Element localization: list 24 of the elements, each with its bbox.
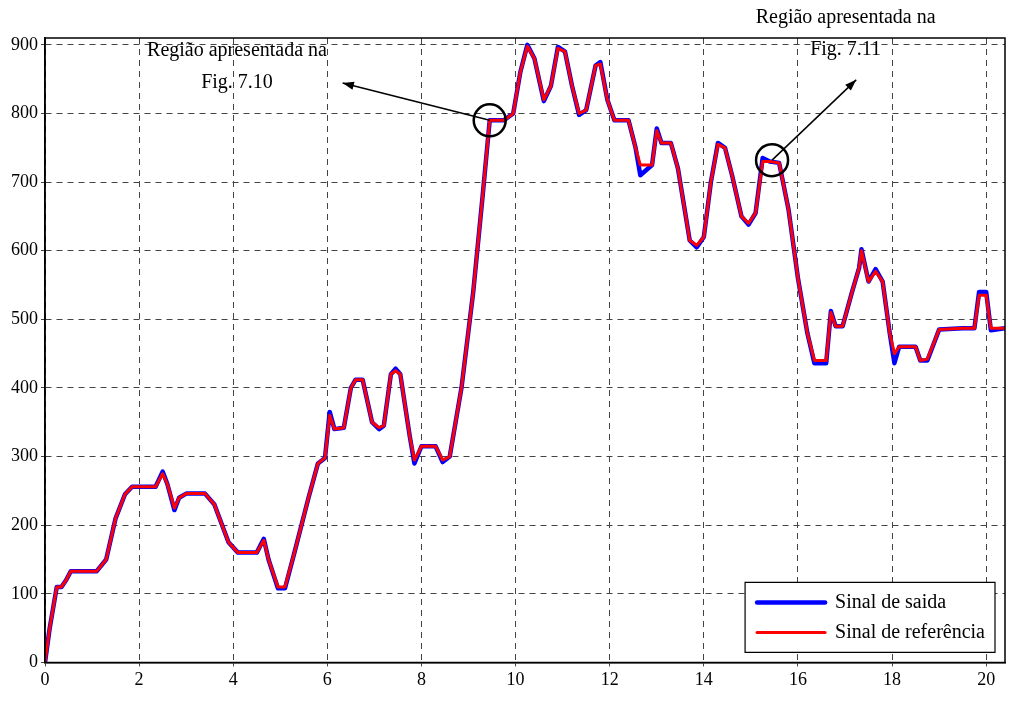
x-tick-label: 14 [694, 668, 713, 689]
x-tick-label: 12 [600, 668, 619, 689]
x-tick-label: 8 [416, 668, 426, 689]
x-tick-label: 18 [883, 668, 902, 689]
legend-label: Sinal de saida [835, 589, 947, 612]
y-tick-label: 300 [11, 445, 38, 466]
legend-label: Sinal de referência [835, 619, 986, 642]
y-tick-label: 600 [11, 239, 38, 260]
y-tick-label: 500 [11, 308, 38, 329]
x-tick-label: 2 [134, 668, 144, 689]
x-tick-label: 10 [506, 668, 525, 689]
y-tick-label: 100 [11, 582, 38, 603]
x-tick-label: 4 [228, 668, 238, 689]
y-tick-label: 900 [11, 33, 38, 54]
y-tick-label: 200 [11, 513, 38, 534]
x-tick-label: 16 [788, 668, 807, 689]
annotation: Região apresentada na Fig. 7.11 [755, 4, 936, 60]
y-tick-label: 400 [11, 376, 38, 397]
x-tick-label: 6 [322, 668, 332, 689]
y-tick-label: 0 [29, 651, 38, 672]
x-tick-label: 20 [977, 668, 996, 689]
annotation: Região apresentada na Fig. 7.10 [147, 37, 328, 93]
y-tick-label: 800 [11, 102, 38, 123]
y-tick-label: 700 [11, 170, 38, 191]
